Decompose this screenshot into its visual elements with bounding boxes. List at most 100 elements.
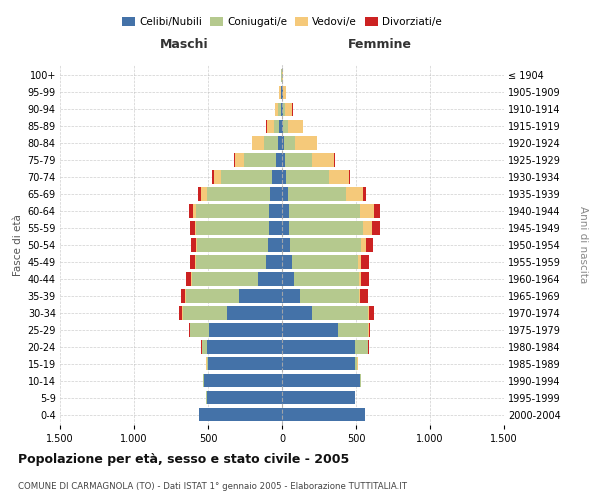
Bar [359, 290, 361, 302]
Bar [289, 204, 361, 218]
Bar [282, 374, 361, 388]
Bar [288, 120, 303, 133]
Bar [346, 188, 364, 200]
Bar [280, 86, 281, 99]
Y-axis label: Anni di nascita: Anni di nascita [578, 206, 588, 284]
Bar [282, 256, 292, 268]
Bar [270, 188, 282, 200]
Bar [364, 188, 365, 200]
Bar [292, 256, 358, 268]
Bar [274, 120, 280, 133]
Bar [212, 170, 214, 183]
Bar [202, 340, 206, 353]
Bar [272, 170, 282, 183]
Bar [221, 170, 272, 183]
Bar [214, 170, 221, 183]
Bar [193, 204, 196, 218]
Bar [203, 374, 282, 388]
Bar [264, 136, 278, 149]
Bar [196, 204, 269, 218]
Bar [361, 204, 374, 218]
Bar [269, 204, 282, 218]
Bar [197, 188, 202, 200]
Text: Popolazione per età, sesso e stato civile - 2005: Popolazione per età, sesso e stato civil… [18, 452, 349, 466]
Bar [183, 306, 227, 320]
Bar [186, 290, 239, 302]
Bar [244, 154, 276, 166]
Bar [355, 340, 368, 353]
Bar [206, 357, 208, 370]
Bar [192, 272, 259, 285]
Bar [206, 188, 270, 200]
Bar [282, 272, 294, 285]
Bar [282, 170, 286, 183]
Bar [282, 340, 355, 353]
Bar [190, 324, 209, 336]
Bar [368, 324, 370, 336]
Bar [280, 120, 282, 133]
Bar [282, 290, 300, 302]
Bar [278, 102, 281, 116]
Text: Maschi: Maschi [160, 38, 209, 51]
Bar [189, 204, 193, 218]
Bar [349, 170, 350, 183]
Bar [282, 136, 284, 149]
Bar [374, 204, 380, 218]
Bar [191, 238, 196, 252]
Bar [311, 306, 368, 320]
Bar [286, 170, 329, 183]
Bar [269, 222, 282, 234]
Bar [334, 154, 335, 166]
Bar [282, 324, 338, 336]
Bar [283, 86, 286, 99]
Text: Femmine: Femmine [347, 38, 412, 51]
Bar [285, 102, 292, 116]
Bar [372, 222, 380, 234]
Bar [194, 222, 196, 234]
Bar [290, 238, 361, 252]
Bar [295, 136, 317, 149]
Bar [196, 256, 266, 268]
Bar [282, 188, 288, 200]
Bar [283, 102, 285, 116]
Bar [300, 290, 359, 302]
Bar [199, 408, 282, 422]
Bar [278, 136, 282, 149]
Bar [208, 357, 282, 370]
Bar [282, 306, 311, 320]
Bar [282, 357, 355, 370]
Bar [358, 256, 361, 268]
Bar [235, 154, 244, 166]
Y-axis label: Fasce di età: Fasce di età [13, 214, 23, 276]
Bar [239, 290, 282, 302]
Bar [284, 136, 295, 149]
Bar [206, 340, 282, 353]
Bar [190, 222, 194, 234]
Bar [359, 272, 361, 285]
Bar [364, 222, 372, 234]
Bar [311, 154, 334, 166]
Bar [276, 154, 282, 166]
Bar [190, 256, 196, 268]
Bar [202, 188, 206, 200]
Bar [196, 222, 269, 234]
Bar [282, 102, 283, 116]
Bar [338, 324, 368, 336]
Bar [365, 238, 373, 252]
Bar [289, 222, 364, 234]
Bar [361, 238, 365, 252]
Bar [361, 290, 368, 302]
Bar [186, 272, 191, 285]
Bar [196, 238, 197, 252]
Bar [282, 408, 365, 422]
Bar [179, 306, 182, 320]
Bar [181, 290, 185, 302]
Bar [268, 238, 282, 252]
Bar [267, 120, 274, 133]
Bar [281, 86, 282, 99]
Bar [288, 188, 346, 200]
Bar [227, 306, 282, 320]
Bar [197, 238, 268, 252]
Bar [282, 238, 290, 252]
Bar [283, 120, 288, 133]
